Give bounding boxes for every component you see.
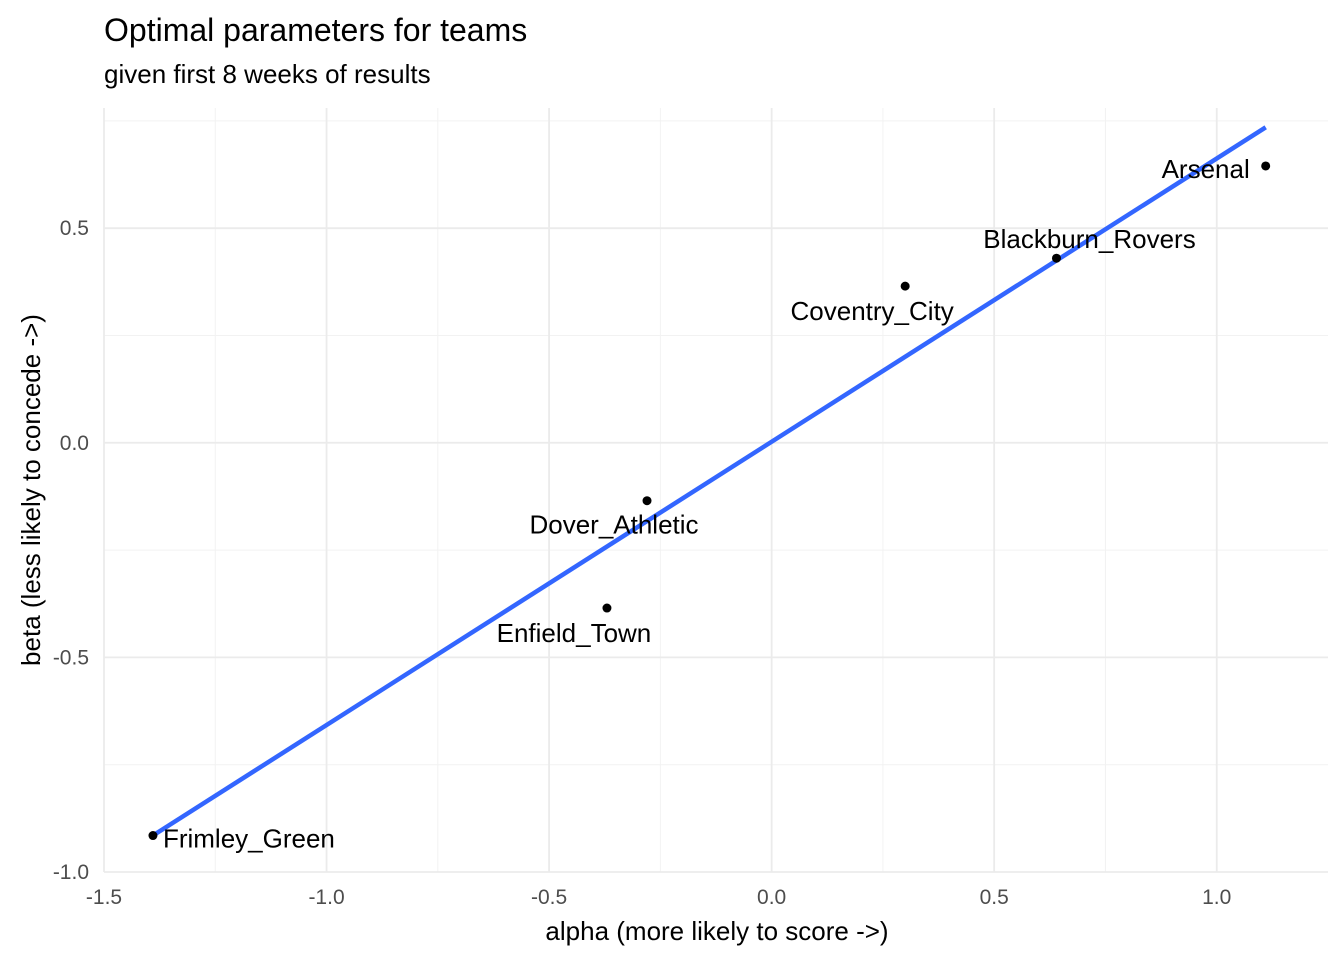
data-point (900, 281, 910, 291)
y-tick-label: 0.5 (60, 217, 89, 240)
chart-subtitle: given first 8 weeks of results (104, 59, 431, 89)
grid (103, 108, 1328, 873)
point-label: Enfield_Town (497, 618, 652, 648)
chart-title: Optimal parameters for teams (104, 12, 527, 48)
x-axis-ticks: -1.5 -1.0 -0.5 0.0 0.5 1.0 (86, 886, 1231, 909)
y-axis-ticks: -1.0 -0.5 0.0 0.5 (53, 217, 89, 884)
data-point (148, 831, 158, 841)
point-label: Frimley_Green (163, 824, 335, 854)
y-tick-label: 0.0 (60, 432, 89, 455)
x-tick-label: -1.0 (308, 886, 344, 909)
x-tick-label: -1.5 (86, 886, 122, 909)
y-tick-label: -0.5 (53, 646, 89, 669)
point-labels-group: Arsenal Blackburn_Rovers Coventry_City Dove… (163, 154, 1250, 854)
point-label: Arsenal (1162, 154, 1250, 184)
x-tick-label: 0.5 (980, 886, 1009, 909)
point-label: Coventry_City (791, 296, 954, 326)
data-point (1261, 161, 1271, 171)
x-tick-label: 0.0 (757, 886, 786, 909)
x-tick-label: -0.5 (531, 886, 567, 909)
points-group (148, 161, 1271, 841)
data-point (602, 603, 612, 613)
trend-line-group (151, 125, 1267, 838)
x-tick-label: 1.0 (1202, 886, 1231, 909)
y-tick-label: -1.0 (53, 861, 89, 884)
data-point (642, 496, 652, 506)
trend-line (151, 125, 1267, 838)
x-axis-title: alpha (more likely to score ->) (545, 916, 888, 946)
y-axis-title: beta (less likely to concede ->) (16, 314, 46, 666)
point-label: Blackburn_Rovers (983, 224, 1195, 254)
data-point (1051, 253, 1061, 263)
point-label: Dover_Athletic (529, 510, 698, 540)
